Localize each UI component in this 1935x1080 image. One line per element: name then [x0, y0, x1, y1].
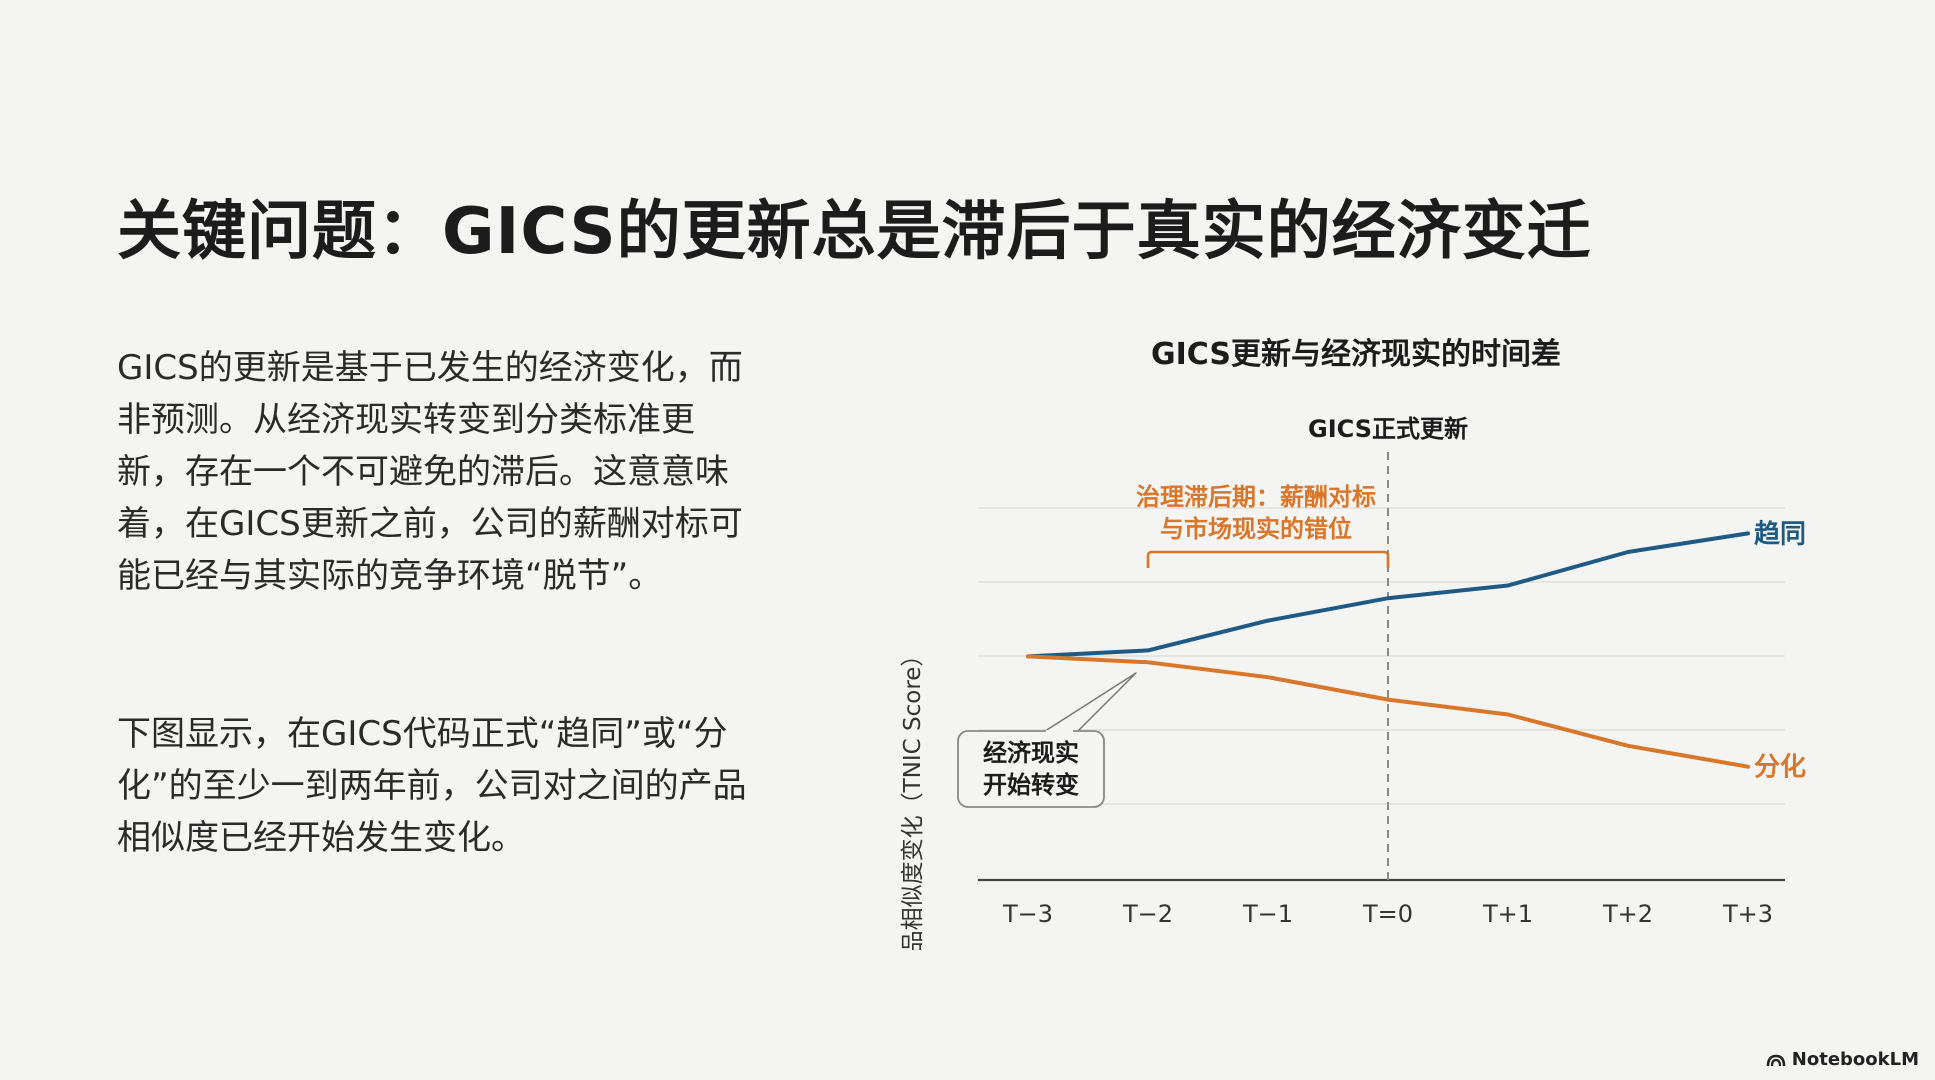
lag-label: 治理滞后期：薪酬对标 与市场现实的错位	[1136, 483, 1376, 543]
x-tick-label: T+1	[1482, 900, 1533, 928]
vline-label: GICS正式更新	[1308, 415, 1468, 443]
series-label: 趋同	[1754, 519, 1806, 549]
x-tick-label: T−3	[1002, 900, 1053, 928]
callout-line2: 开始转变	[983, 771, 1079, 799]
callout-box: 经济现实 开始转变	[957, 672, 1137, 808]
chart-title: GICS更新与经济现实的时间差	[1151, 337, 1561, 372]
slide-title: 关键问题：GICS的更新总是滞后于真实的经济变迁	[117, 195, 1592, 269]
x-tick-label: T−2	[1122, 900, 1173, 928]
paragraph-lag-explanation: GICS的更新是基于已发生的经济变化，而非预测。从经济现实转变到分类标准更新，存…	[117, 348, 743, 596]
paragraph-chart-explanation: 下图显示，在GICS代码正式“趋同”或“分化”的至少一到两年前，公司对之间的产品…	[117, 714, 747, 858]
x-tick-label: T+2	[1602, 900, 1653, 928]
x-tick-label: T+3	[1722, 900, 1773, 928]
notebooklm-icon	[1766, 1054, 1786, 1066]
callout-line1: 经济现实	[983, 739, 1079, 767]
logo-text: NotebookLM	[1791, 1049, 1919, 1070]
lag-label-line2: 与市场现实的错位	[1160, 515, 1352, 543]
lag-label-line1: 治理滞后期：薪酬对标	[1136, 483, 1376, 511]
lag-line-chart: GICS更新与经济现实的时间差 GICS正式更新 产品相似度变化（TNIC Sc…	[900, 337, 1806, 950]
x-tick-label: T=0	[1362, 900, 1413, 928]
lag-bracket	[1146, 550, 1390, 568]
notebooklm-logo: NotebookLM	[1766, 1049, 1919, 1070]
y-axis-label: 产品相似度变化（TNIC Score）	[900, 644, 926, 950]
series-label: 分化	[1754, 753, 1806, 783]
x-tick-label: T−1	[1242, 900, 1293, 928]
